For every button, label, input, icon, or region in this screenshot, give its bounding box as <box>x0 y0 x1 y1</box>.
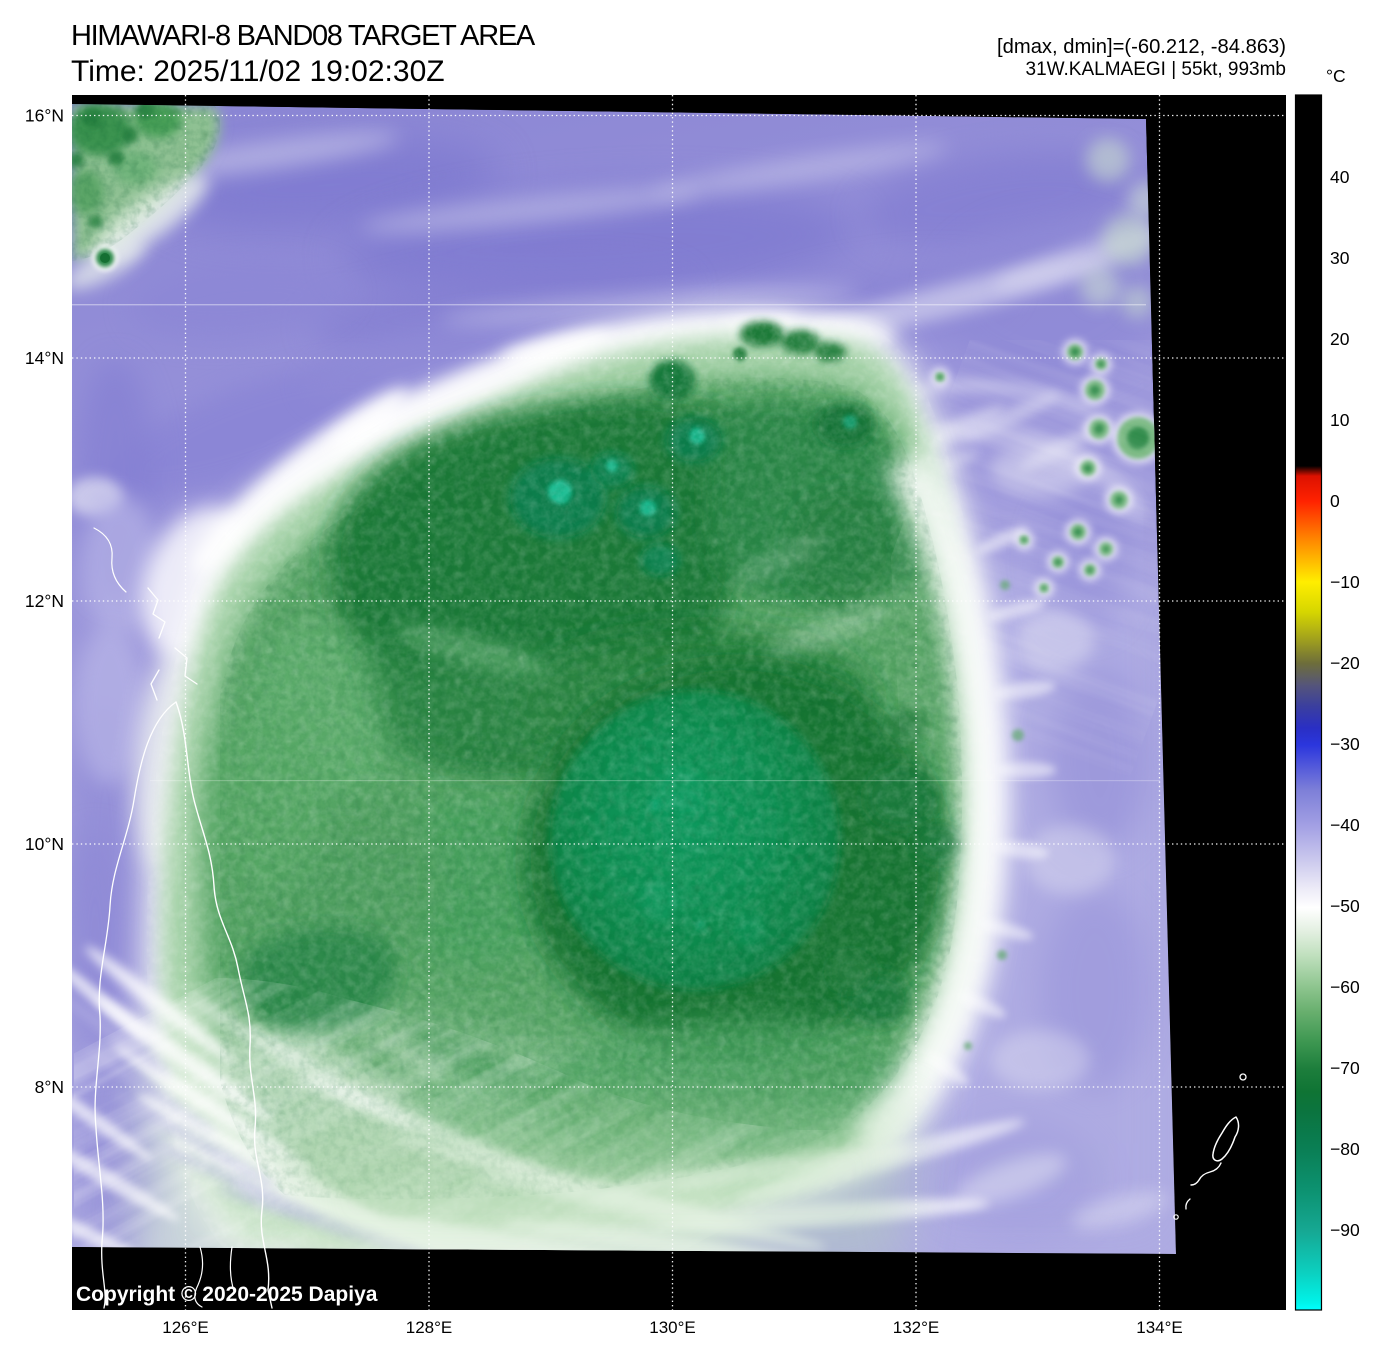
svg-text:30: 30 <box>1330 248 1350 268</box>
svg-text:−80: −80 <box>1330 1139 1360 1159</box>
svg-text:−40: −40 <box>1330 815 1360 835</box>
svg-text:132°E: 132°E <box>893 1318 940 1337</box>
svg-text:[dmax, dmin]=(-60.212, -84.863: [dmax, dmin]=(-60.212, -84.863) <box>997 36 1286 58</box>
svg-text:0: 0 <box>1330 491 1340 511</box>
svg-text:128°E: 128°E <box>406 1318 453 1337</box>
svg-text:−50: −50 <box>1330 896 1360 916</box>
svg-text:−60: −60 <box>1330 977 1360 997</box>
svg-text:16°N: 16°N <box>25 106 64 126</box>
svg-text:Time: 2025/11/02 19:02:30Z: Time: 2025/11/02 19:02:30Z <box>71 55 445 88</box>
svg-text:40: 40 <box>1330 167 1350 187</box>
svg-text:20: 20 <box>1330 329 1350 349</box>
svg-text:134°E: 134°E <box>1136 1318 1183 1337</box>
svg-text:°C: °C <box>1326 66 1346 86</box>
svg-text:10°N: 10°N <box>25 834 64 854</box>
svg-text:130°E: 130°E <box>649 1318 696 1337</box>
svg-text:8°N: 8°N <box>35 1077 64 1097</box>
svg-text:14°N: 14°N <box>25 348 64 368</box>
svg-text:10: 10 <box>1330 410 1350 430</box>
svg-text:31W.KALMAEGI | 55kt, 993mb: 31W.KALMAEGI | 55kt, 993mb <box>1026 59 1287 80</box>
svg-text:−20: −20 <box>1330 653 1360 673</box>
svg-text:Copyright © 2020-2025 Dapiya: Copyright © 2020-2025 Dapiya <box>76 1283 378 1306</box>
svg-text:126°E: 126°E <box>162 1318 209 1337</box>
svg-text:−70: −70 <box>1330 1058 1360 1078</box>
svg-text:−30: −30 <box>1330 734 1360 754</box>
svg-text:12°N: 12°N <box>25 591 64 611</box>
svg-text:HIMAWARI-8 BAND08 TARGET AREA: HIMAWARI-8 BAND08 TARGET AREA <box>71 20 536 52</box>
svg-text:−90: −90 <box>1330 1220 1360 1240</box>
svg-text:−10: −10 <box>1330 572 1360 592</box>
